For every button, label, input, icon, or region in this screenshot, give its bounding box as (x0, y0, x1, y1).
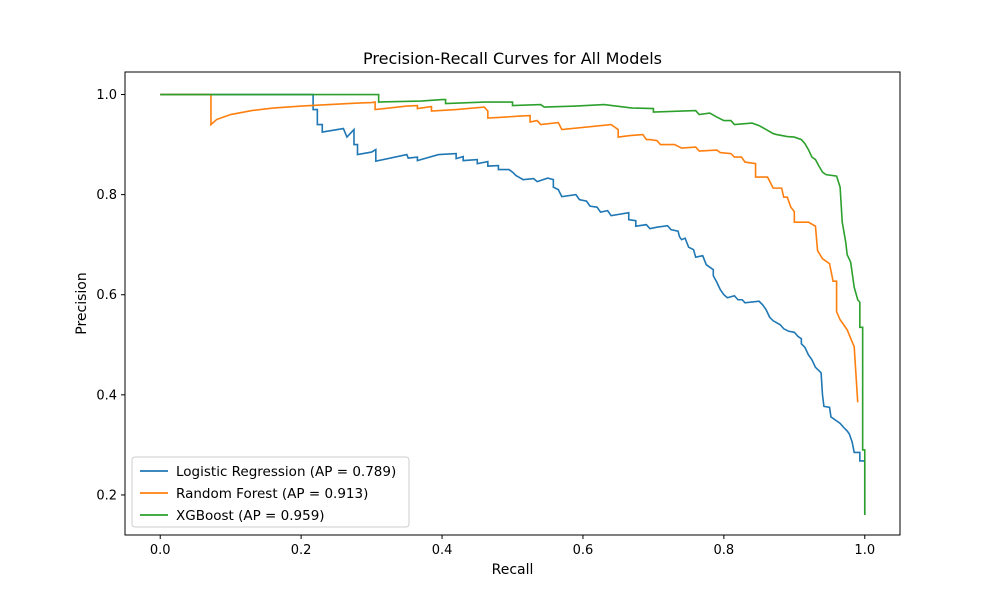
legend-label-2: Random Forest (AP = 0.913) (176, 486, 368, 502)
legend-label-3: XGBoost (AP = 0.959) (176, 508, 325, 524)
y-tick-label: 1.0 (96, 88, 117, 103)
plot-frame (124, 71, 901, 536)
legend: Logistic Regression (AP = 0.789) Random F… (131, 456, 410, 528)
y-tick-label: 0.2 (96, 488, 117, 503)
series-line-1 (160, 93, 866, 515)
y-axis: 0.2 0.4 0.6 0.8 1.0 (96, 88, 125, 503)
x-tick-label: 0.8 (714, 543, 735, 558)
legend-label-1: Logistic Regression (AP = 0.789) (176, 464, 396, 480)
chart-title: Precision-Recall Curves for All Models (363, 49, 662, 68)
series-layer (160, 93, 866, 515)
x-tick-label: 0.2 (291, 543, 312, 558)
x-tick-label: 0.4 (432, 543, 453, 558)
y-axis-label: Precision (74, 272, 90, 334)
x-axis-label: Recall (492, 562, 534, 578)
y-tick-label: 0.4 (96, 388, 117, 403)
x-tick-label: 0.0 (150, 543, 171, 558)
x-tick-label: 0.6 (573, 543, 594, 558)
plot-area (124, 71, 901, 536)
x-tick-label: 1.0 (854, 543, 875, 558)
y-tick-label: 0.8 (96, 188, 117, 203)
legend-box (131, 456, 410, 528)
series-line-2 (160, 93, 859, 403)
x-axis: 0.0 0.2 0.4 0.6 0.8 1.0 (150, 535, 875, 558)
series-line-3 (160, 93, 866, 515)
y-tick-label: 0.6 (96, 288, 117, 303)
